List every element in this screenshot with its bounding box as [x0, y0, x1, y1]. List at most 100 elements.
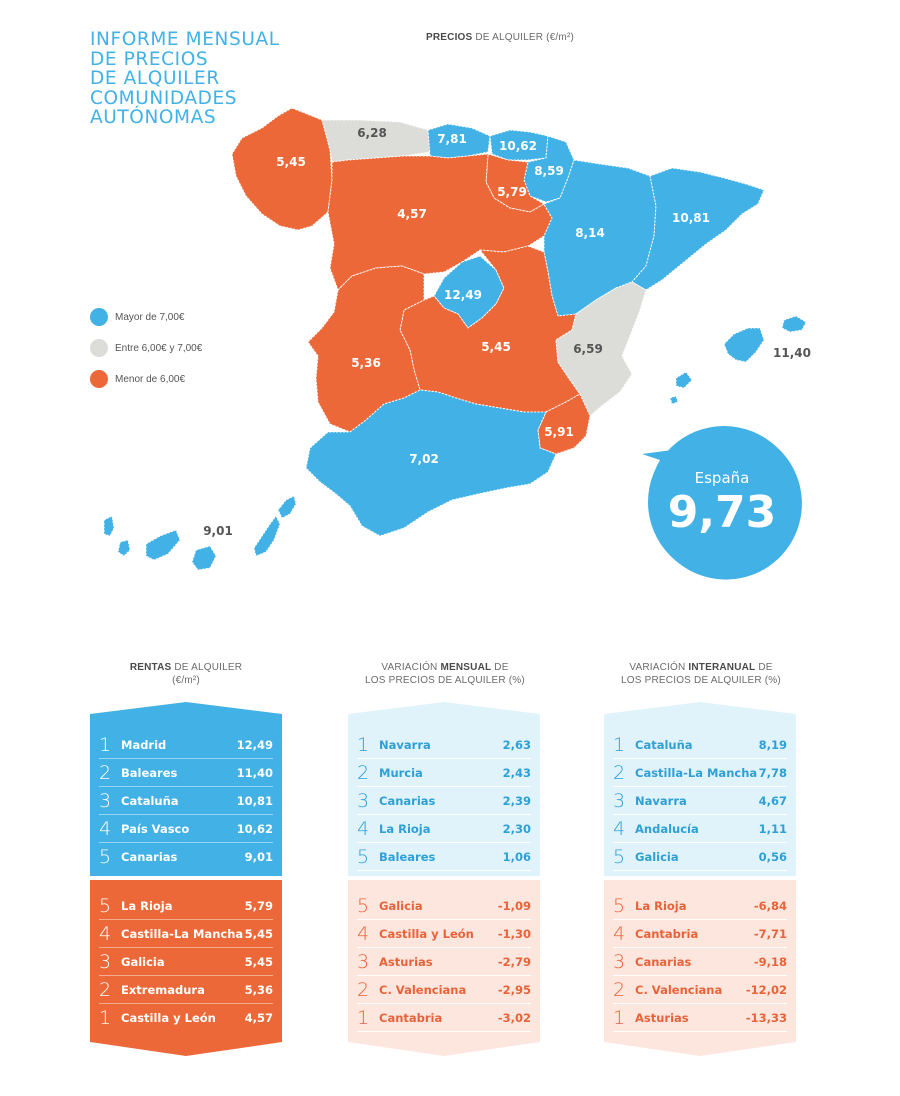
spain-map: 5,45 6,28 7,81 10,62 8,59 5,79 4,57 8,14… — [103, 107, 811, 580]
col-header-interanual: VARIACIÓN INTERANUAL DE LOS PRECIOS DE A… — [596, 661, 806, 687]
rank-name: País Vasco — [121, 821, 190, 836]
rank-name: Cantabria — [379, 1010, 443, 1025]
list-item: 2 C. Valenciana -2,95 — [357, 976, 531, 1004]
rank-value: 10,62 — [236, 821, 273, 836]
map-header: PRECIOS DE ALQUILER (€/m²) — [380, 31, 620, 44]
rank-number: 2 — [99, 978, 112, 1001]
rank-value: 5,45 — [244, 954, 273, 969]
rank-value: -1,09 — [497, 898, 531, 913]
rank-number: 1 — [357, 1006, 370, 1029]
rank-name: Madrid — [121, 737, 167, 752]
map-value-cataluna: 10,81 — [672, 211, 710, 225]
map-value-murcia: 5,91 — [544, 425, 574, 439]
col-header-bold: INTERANUAL — [688, 662, 756, 673]
list-item: 2 C. Valenciana -12,02 — [613, 976, 787, 1004]
rank-name: Galicia — [635, 849, 679, 864]
rank-value: -1,30 — [497, 926, 531, 941]
rank-number: 5 — [357, 894, 370, 917]
list-item: 3 Galicia 5,45 — [99, 948, 273, 976]
list-item: 4 País Vasco 10,62 — [99, 815, 273, 843]
legend-dot-orange — [90, 370, 108, 388]
list-item: 2 Murcia 2,43 — [357, 759, 531, 787]
rank-name: Canarias — [121, 849, 178, 864]
rank-number: 2 — [99, 761, 112, 784]
col-header-bold: MENSUAL — [440, 662, 492, 673]
col-header-mensual: VARIACIÓN MENSUAL DE LOS PRECIOS DE ALQU… — [340, 661, 550, 687]
rank-name: C. Valenciana — [635, 982, 723, 997]
report-title: INFORME MENSUAL DE PRECIOS DE ALQUILER C… — [90, 30, 280, 128]
rank-name: Extremadura — [121, 982, 205, 997]
legend-dot-grey — [90, 339, 108, 357]
rank-number: 4 — [99, 922, 112, 945]
rank-name: Galicia — [121, 954, 165, 969]
col-header-line2: LOS PRECIOS DE ALQUILER (%) — [365, 675, 525, 686]
rank-number: 1 — [613, 1006, 626, 1029]
rank-number: 1 — [99, 733, 112, 756]
rank-number: 1 — [99, 1006, 112, 1029]
title-line: COMUNIDADES — [90, 87, 238, 109]
list-item: 5 Galicia 0,56 — [613, 843, 787, 871]
list-item: 5 Galicia -1,09 — [357, 892, 531, 920]
map-value-c-valenciana: 6,59 — [573, 342, 603, 356]
list-item: 3 Navarra 4,67 — [613, 787, 787, 815]
list-item: 4 La Rioja 2,30 — [357, 815, 531, 843]
list-item: 3 Asturias -2,79 — [357, 948, 531, 976]
rank-number: 4 — [613, 817, 626, 840]
rank-name: Baleares — [121, 765, 178, 780]
rank-number: 5 — [99, 894, 112, 917]
espana-circle — [648, 426, 800, 578]
map-value-castilla-la-mancha: 5,45 — [481, 340, 511, 354]
rank-name: La Rioja — [635, 898, 687, 913]
list-item: 3 Canarias -9,18 — [613, 948, 787, 976]
rank-name: Murcia — [379, 765, 423, 780]
rank-name: Navarra — [379, 737, 431, 752]
rank-value: 5,36 — [244, 982, 273, 997]
rank-number: 3 — [99, 950, 112, 973]
rank-value: 5,45 — [244, 926, 273, 941]
region-extremadura — [307, 265, 425, 433]
region-navarra — [523, 135, 575, 203]
rank-name: Galicia — [379, 898, 423, 913]
legend-label: Menor de 6,00€ — [115, 373, 186, 385]
box-mensual-bottom — [348, 880, 540, 1056]
rank-value: 2,39 — [502, 793, 531, 808]
list-item: 4 Cantabria -7,71 — [613, 920, 787, 948]
rentas-top-list: 1 Madrid 12,49 2 Baleares 11,40 3 Cataluña 10,… — [90, 731, 282, 870]
list-item: 2 Castilla-La Mancha 7,78 — [613, 759, 787, 787]
list-item: 3 Cataluña 10,81 — [99, 787, 273, 815]
rank-value: 8,19 — [758, 737, 787, 752]
box-interanual-bottom — [604, 880, 796, 1056]
rank-number: 5 — [357, 845, 370, 868]
ranking-backgrounds — [90, 702, 796, 1056]
rank-value: 1,11 — [758, 821, 787, 836]
rank-number: 5 — [613, 894, 626, 917]
rank-value: 2,30 — [502, 821, 531, 836]
list-item: 1 Castilla y León 4,57 — [99, 1004, 273, 1031]
rank-number: 3 — [357, 789, 370, 812]
rank-name: Castilla y León — [121, 1010, 216, 1025]
list-item: 5 La Rioja 5,79 — [99, 892, 273, 920]
region-castilla-leon — [327, 153, 553, 291]
rank-name: La Rioja — [121, 898, 173, 913]
legend-item-low: Menor de 6,00€ — [90, 370, 202, 388]
map-value-canarias: 9,01 — [203, 524, 233, 538]
list-item: 2 Extremadura 5,36 — [99, 976, 273, 1004]
col-header-line2: LOS PRECIOS DE ALQUILER (%) — [621, 675, 781, 686]
col-header-rentas: RENTAS DE ALQUILER (€/m²) — [90, 661, 282, 687]
rank-value: -13,33 — [745, 1010, 787, 1025]
rank-number: 2 — [357, 978, 370, 1001]
legend-dot-blue — [90, 308, 108, 326]
rank-name: Castilla-La Mancha — [121, 926, 244, 941]
rank-value: -2,79 — [497, 954, 531, 969]
espana-value: 9,73 — [668, 487, 777, 538]
rank-number: 3 — [99, 789, 112, 812]
rank-name: Asturias — [635, 1010, 689, 1025]
list-item: 3 Canarias 2,39 — [357, 787, 531, 815]
rank-number: 2 — [613, 978, 626, 1001]
region-galicia — [231, 107, 333, 231]
legend-item-mid: Entre 6,00€ y 7,00€ — [90, 339, 202, 357]
map-value-aragon: 8,14 — [575, 226, 605, 240]
list-item: 1 Cataluña 8,19 — [613, 731, 787, 759]
map-value-pais-vasco: 10,62 — [499, 139, 537, 153]
